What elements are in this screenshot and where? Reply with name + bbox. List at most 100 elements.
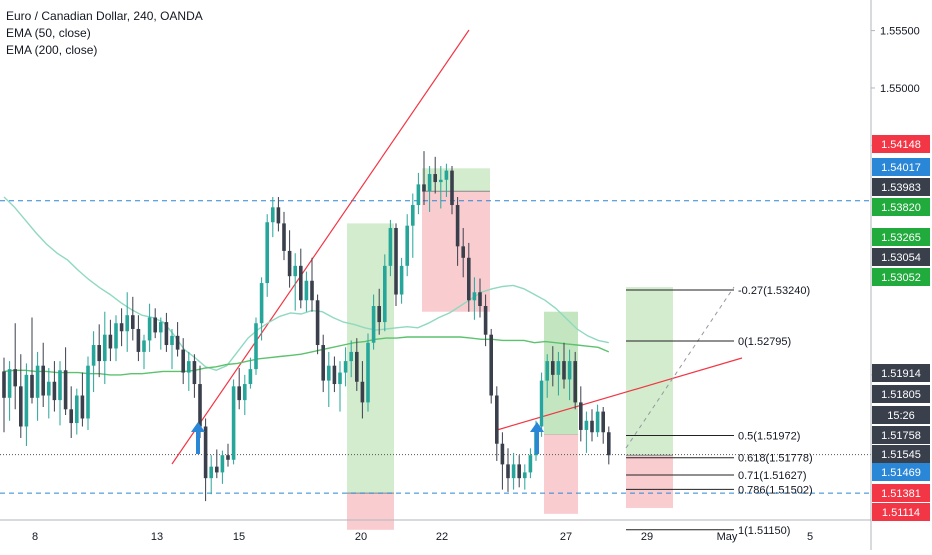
candle [52,361,57,412]
candle-body [237,386,241,401]
candle [108,319,113,362]
price-label: 15:26 [872,406,930,424]
price-label-bg [872,135,930,153]
price-label-text: 1.53983 [881,182,921,194]
trendline [496,357,743,431]
candle-body [86,365,90,419]
candle-body [114,323,118,349]
candle-body [377,306,381,323]
candle [478,278,482,318]
candle-body [91,345,96,366]
candle-body [80,395,85,419]
candle [276,196,281,232]
x-tick-label: 22 [436,531,448,543]
price-label: 1.54017 [872,158,930,176]
candle-body [562,361,566,380]
candle-body [287,250,292,277]
candle [511,452,516,490]
candle-body [394,227,398,295]
fib-level-label: -0.27(1.53240) [738,285,810,297]
projection-line [625,286,735,449]
price-label: 1.51381 [872,484,930,502]
candle-body [7,369,12,398]
candle-body [422,184,426,192]
price-label-bg [872,178,930,196]
candle-body [63,370,68,410]
candle-body [539,380,544,427]
candle-body [573,361,577,403]
candle [321,334,325,393]
candle [399,257,404,304]
candle [422,151,426,206]
candle [450,166,454,215]
candle [556,351,561,396]
candle [271,196,275,238]
price-label-bg [872,364,930,382]
candle-body [383,265,387,323]
candle [461,227,465,278]
candle-body [119,323,124,332]
candle-body [523,472,527,479]
candle [47,367,51,419]
ema200-legend[interactable]: EMA (200, close) [6,43,98,57]
candle [383,254,387,332]
candle [495,386,499,461]
candle-body [13,369,17,387]
price-label-text: 1.51114 [882,507,920,519]
candle-body [343,361,348,373]
price-label-text: 1.51469 [881,467,921,479]
x-tick-label: 20 [355,531,367,543]
candle-body [35,365,40,398]
candle-body [243,384,247,401]
candle [226,443,230,467]
candle-body [187,361,191,373]
candle [607,426,611,465]
candle [75,388,79,435]
candle-body [192,361,197,385]
stop-zone [422,168,490,192]
candle-body [332,365,337,385]
candle [125,292,129,352]
candle [170,328,174,370]
candle [69,386,73,438]
candle-body [567,361,572,380]
candle [343,347,348,387]
ema50-legend[interactable]: EMA (50, close) [6,26,91,40]
candle-body [444,170,449,180]
candle-body [69,409,73,424]
candle-body [30,374,34,398]
ema50-line [3,196,609,372]
candle [91,331,96,393]
candle-body [164,322,169,346]
candle-body [338,372,342,385]
candle [388,219,393,277]
candle [215,449,219,479]
candle-body [125,315,129,332]
price-label: 1.53265 [872,228,930,246]
candle-body [601,411,605,433]
candle [114,315,118,362]
candle-body [2,371,6,398]
candle-body [153,317,157,333]
candle [30,317,34,404]
candle-body [511,464,516,479]
x-tick-label: 27 [560,531,572,543]
candle [517,455,521,488]
target-zone [544,311,578,435]
candle [164,312,169,352]
candle-body [103,334,107,362]
candle-body [388,227,393,266]
candle-body [495,395,499,444]
candle-body [349,351,353,362]
candle-body [500,443,505,465]
price-label: 1.53054 [872,248,930,266]
candle-body [461,246,465,258]
candle [366,333,370,412]
candle [2,357,6,433]
candle-body [58,370,62,401]
candle-body [209,466,213,479]
candle-body [528,455,533,473]
candle-body [366,342,370,403]
